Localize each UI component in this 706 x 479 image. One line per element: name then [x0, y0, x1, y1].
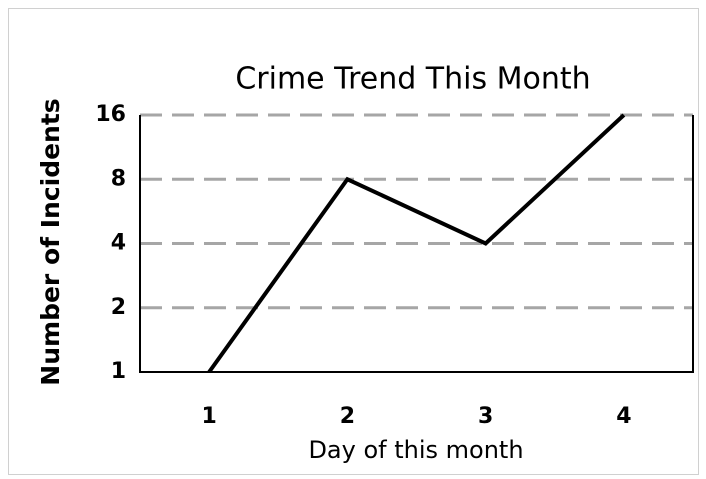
line: [207, 113, 626, 374]
x-tick-label: 3: [478, 404, 493, 429]
frame: [8, 8, 699, 475]
x-tick-label: 2: [340, 404, 355, 429]
y-tick-label: 8: [111, 166, 126, 191]
y-tick-label: 2: [111, 295, 126, 320]
chart-title: Crime Trend This Month: [235, 62, 590, 97]
y-axis-title: Number of Incidents: [36, 98, 65, 385]
plot-border: [139, 115, 694, 373]
y-tick-label: 16: [95, 102, 126, 127]
x-tick-label: 1: [201, 404, 216, 429]
x-tick-label: 4: [616, 404, 631, 429]
y-tick-label: 1: [111, 359, 126, 384]
x-axis-title: Day of this month: [308, 436, 523, 464]
y-tick-label: 4: [111, 231, 126, 256]
